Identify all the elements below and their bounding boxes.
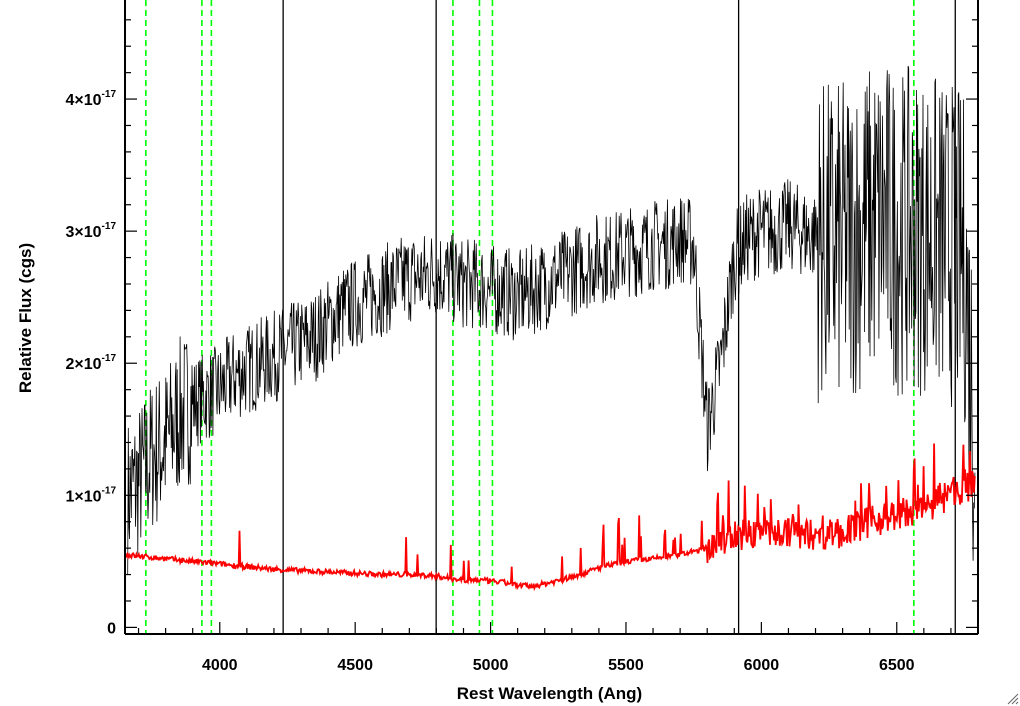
ticks: 4000 4500 5000 5500 6000 6500 0 1×10-17 2×10-17 3… [66, 19, 979, 674]
x-tick-label-6500: 6500 [879, 657, 915, 674]
y-tick-label-1: 1×10-17 [66, 485, 117, 505]
x-tick-label-5000: 5000 [473, 657, 509, 674]
x-axis-title: Rest Wavelength (Ang) [457, 684, 642, 703]
y-axis-title: Relative Flux (cgs) [16, 243, 35, 393]
x-tick-label-4500: 4500 [337, 657, 373, 674]
x-tick-label-5500: 5500 [608, 657, 644, 674]
axes [124, 0, 979, 635]
y-tick-label-4: 4×10-17 [66, 89, 117, 109]
series-layer [124, 65, 976, 592]
y-tick-label-2: 2×10-17 [66, 353, 117, 373]
x-tick-label-4000: 4000 [202, 657, 238, 674]
x-tick-label-6000: 6000 [744, 657, 780, 674]
resize-grip-icon[interactable] [1007, 693, 1019, 705]
y-tick-label-3: 3×10-17 [66, 221, 117, 241]
observed-spectrum-line [127, 65, 976, 575]
y-tick-label-0: 0 [107, 620, 116, 637]
model-spectrum-line [124, 443, 976, 592]
